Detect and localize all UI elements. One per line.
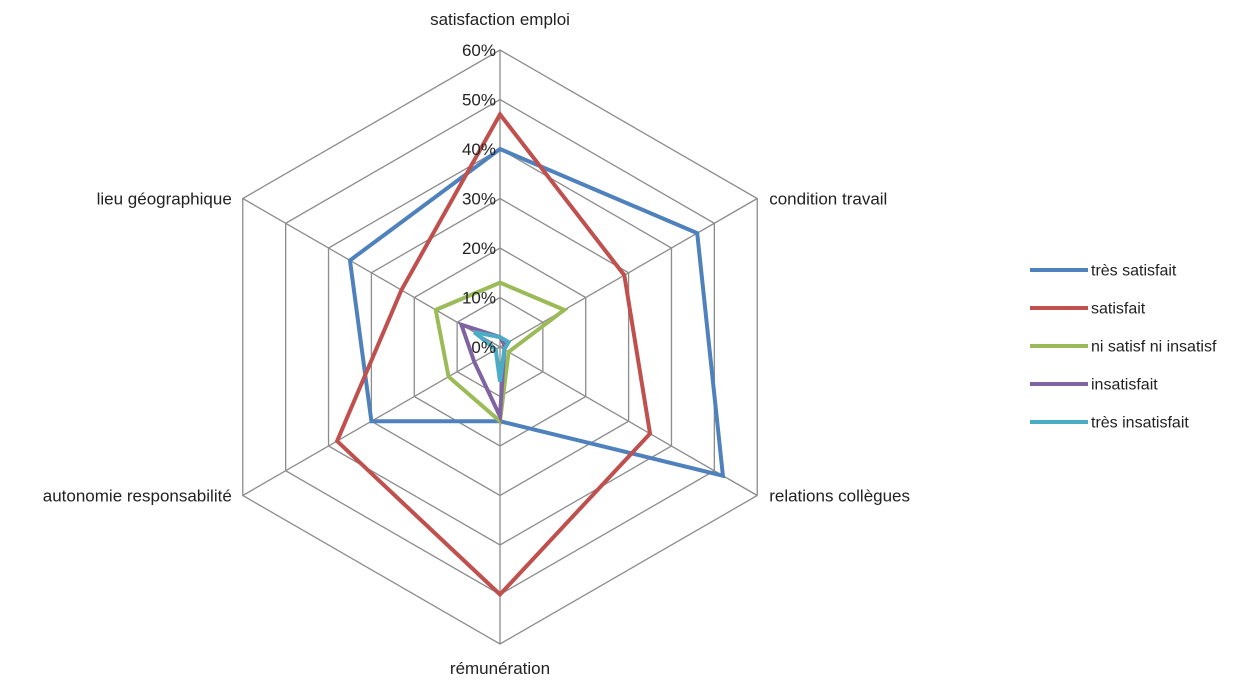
grid-spoke xyxy=(242,197,501,348)
grid-spoke xyxy=(499,346,758,497)
category-labels: satisfaction emploi condition travail rela… xyxy=(43,10,910,678)
legend-label: insatisfait xyxy=(1091,377,1158,394)
legend-label: ni satisf ni insatisf xyxy=(1091,339,1217,356)
grid-spoke xyxy=(499,197,758,348)
category-label: lieu géographique xyxy=(97,190,232,209)
radial-tick-label: 60% xyxy=(462,41,496,60)
series-line xyxy=(473,330,512,382)
legend: très satisfait satisfait ni satisf ni insa… xyxy=(1030,263,1217,432)
series-line xyxy=(334,110,653,598)
category-label: satisfaction emploi xyxy=(430,10,570,29)
legend-label: très insatisfait xyxy=(1091,415,1189,432)
radial-tick-label: 0% xyxy=(471,338,496,357)
series-line xyxy=(458,321,507,425)
category-label: condition travail xyxy=(769,190,887,209)
category-label: autonomie responsabilité xyxy=(43,487,232,506)
radial-tick-label: 40% xyxy=(462,140,496,159)
series-line xyxy=(433,280,569,426)
legend-label: très satisfait xyxy=(1091,263,1177,280)
radar-grid xyxy=(242,49,758,645)
radial-tick-labels: 0% 10% 20% 30% 40% 50% 60% xyxy=(462,41,496,357)
radar-series xyxy=(334,110,726,598)
radial-tick-label: 10% xyxy=(462,289,496,308)
radial-tick-label: 50% xyxy=(462,91,496,110)
series-line xyxy=(347,146,726,479)
radial-tick-label: 20% xyxy=(462,239,496,258)
legend-label: satisfait xyxy=(1091,301,1146,318)
category-label: relations collègues xyxy=(769,487,910,506)
category-label: rémunération xyxy=(450,659,550,678)
radial-tick-label: 30% xyxy=(462,190,496,209)
